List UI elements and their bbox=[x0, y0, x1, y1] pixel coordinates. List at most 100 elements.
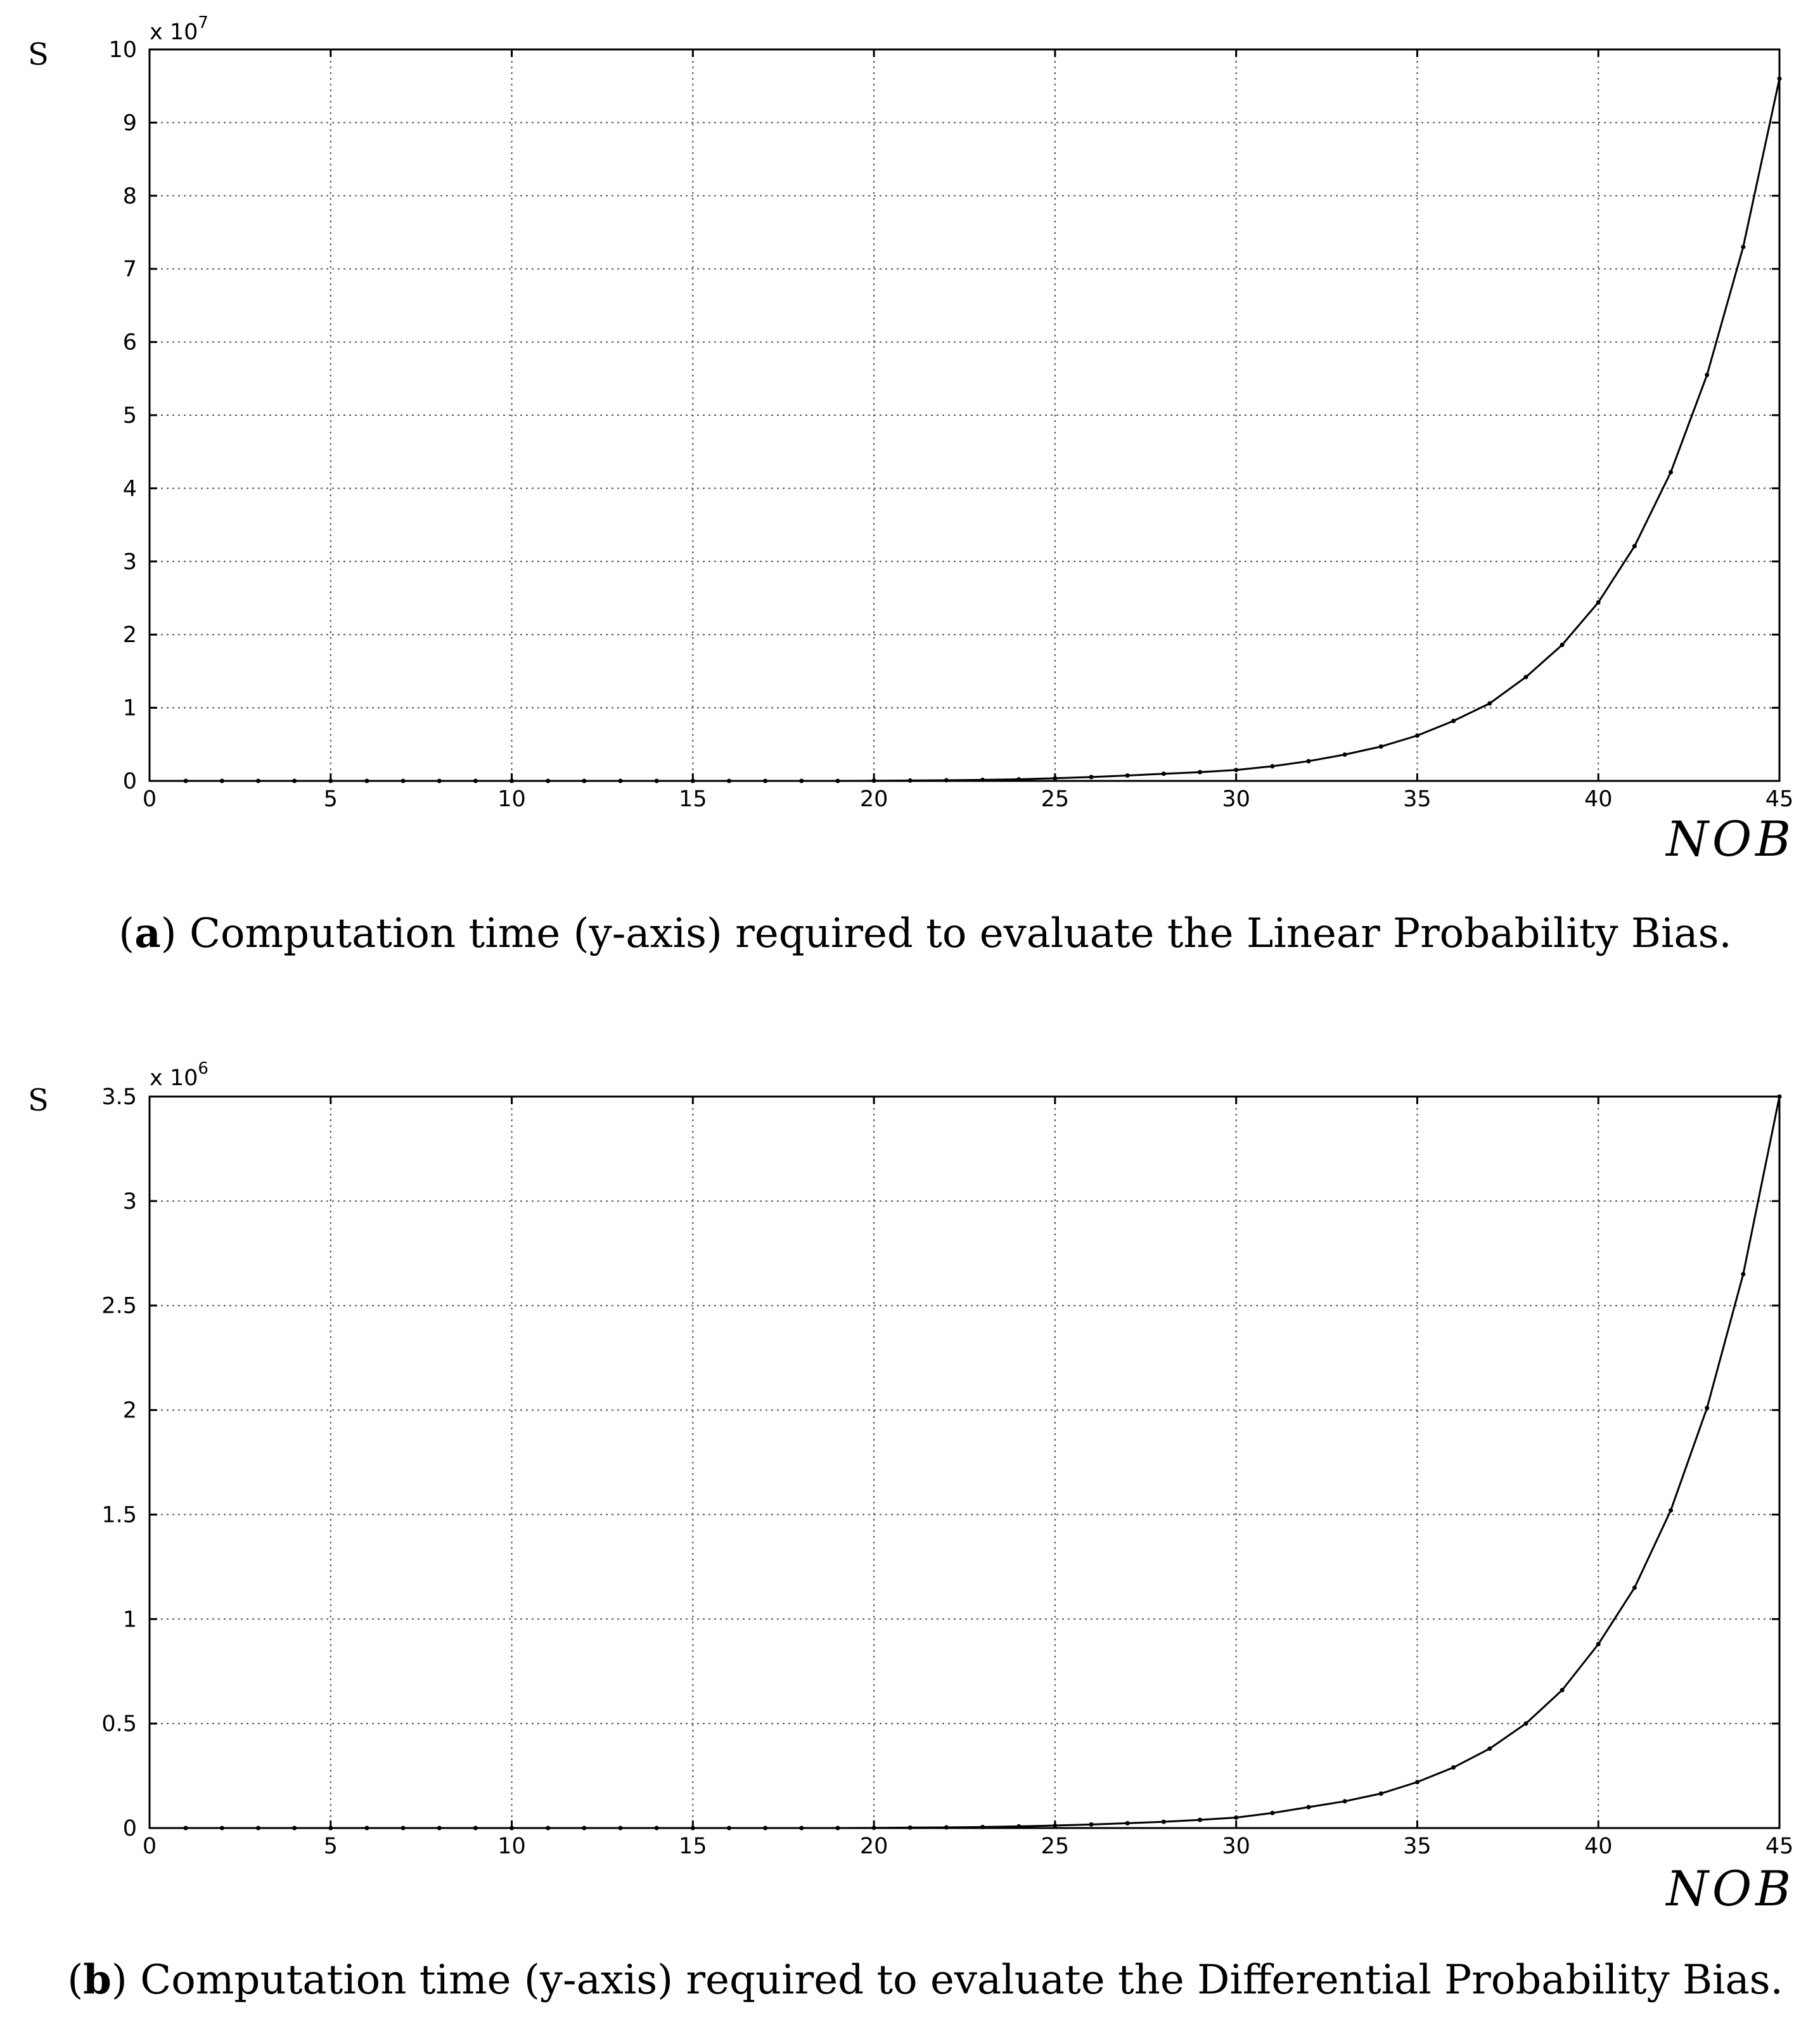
y-tick-label: 1 bbox=[123, 1607, 137, 1632]
data-point bbox=[1451, 718, 1456, 723]
data-point bbox=[1198, 1817, 1203, 1822]
data-point bbox=[1669, 470, 1674, 475]
caption: (b) Computation time (y-axis) required t… bbox=[67, 1956, 1783, 2004]
x-tick-label: 35 bbox=[1403, 1834, 1432, 1859]
data-point bbox=[1669, 1508, 1674, 1513]
y-tick-label: 3 bbox=[123, 1189, 137, 1214]
caption: (a) Computation time (y-axis) required t… bbox=[119, 910, 1732, 957]
x-tick-label: 45 bbox=[1766, 787, 1794, 812]
series-line bbox=[186, 78, 1781, 782]
y-multiplier-base: x 10 bbox=[150, 1066, 198, 1091]
data-point bbox=[1198, 770, 1203, 775]
data-point bbox=[1487, 1746, 1492, 1751]
data-point bbox=[1089, 775, 1094, 780]
data-point bbox=[1451, 1765, 1456, 1770]
x-tick-label: 20 bbox=[860, 1834, 888, 1859]
y-tick-label: 0 bbox=[123, 769, 137, 794]
x-tick-label: 15 bbox=[679, 1834, 707, 1859]
y-tick-label: 3.5 bbox=[101, 1085, 137, 1110]
y-tick-label: 7 bbox=[123, 257, 137, 282]
x-tick-label: 5 bbox=[324, 1834, 338, 1859]
data-point bbox=[1596, 1642, 1601, 1647]
data-point bbox=[1560, 1687, 1565, 1692]
x-tick-label: 5 bbox=[324, 787, 338, 812]
y-multiplier-base: x 10 bbox=[150, 20, 198, 45]
x-tick-label: 10 bbox=[497, 787, 526, 812]
data-point bbox=[1487, 701, 1492, 706]
y-tick-label: 3 bbox=[123, 550, 137, 575]
x-tick-label: 35 bbox=[1403, 787, 1432, 812]
data-point bbox=[1632, 1585, 1637, 1590]
y-tick-label: 9 bbox=[123, 110, 137, 136]
data-point bbox=[1705, 373, 1710, 378]
data-point bbox=[1523, 1721, 1528, 1726]
y-tick-label: 8 bbox=[123, 184, 137, 209]
y-multiplier-exponent: 7 bbox=[198, 13, 208, 32]
x-tick-label: 30 bbox=[1222, 1834, 1250, 1859]
y-tick-label: 2 bbox=[123, 1398, 137, 1424]
y-axis-label: S bbox=[28, 37, 49, 72]
data-point bbox=[1560, 642, 1565, 647]
data-point bbox=[1161, 771, 1166, 776]
y-tick-label: 0.5 bbox=[101, 1711, 137, 1737]
y-tick-label: 5 bbox=[123, 403, 137, 428]
x-tick-label: 30 bbox=[1222, 787, 1250, 812]
x-tick-label: 40 bbox=[1584, 1834, 1613, 1859]
x-tick-label: 45 bbox=[1766, 1834, 1794, 1859]
x-axis-label: NOB bbox=[1665, 811, 1795, 867]
data-point bbox=[1596, 600, 1601, 605]
y-tick-label: 2 bbox=[123, 622, 137, 648]
y-tick-label: 2.5 bbox=[101, 1294, 137, 1319]
x-tick-label: 20 bbox=[860, 787, 888, 812]
data-point bbox=[1161, 1819, 1166, 1824]
data-point bbox=[1705, 1405, 1710, 1410]
data-point bbox=[1053, 776, 1058, 781]
y-tick-label: 0 bbox=[123, 1816, 137, 1841]
x-tick-label: 0 bbox=[143, 787, 157, 812]
x-tick-label: 10 bbox=[497, 1834, 526, 1859]
data-point bbox=[1523, 674, 1528, 679]
data-point bbox=[1378, 744, 1383, 749]
plot-frame bbox=[148, 1095, 1781, 1829]
data-point bbox=[1270, 1810, 1275, 1815]
data-point bbox=[1378, 1791, 1383, 1796]
caption-label: a bbox=[134, 910, 160, 957]
chart-panel-b: 0 5 10 15 20 25 30 35 40 45 0 0.5 1 1.5 2 2.5 3 3.5 S x 1… bbox=[28, 1059, 1795, 2004]
data-point bbox=[1306, 759, 1311, 764]
y-multiplier-exponent: 6 bbox=[198, 1059, 208, 1078]
y-multiplier: x 107 bbox=[150, 13, 208, 45]
x-tick-label: 40 bbox=[1584, 787, 1613, 812]
y-tick-label: 10 bbox=[108, 37, 137, 63]
gridlines bbox=[148, 48, 1781, 782]
data-point bbox=[1414, 1779, 1419, 1784]
series bbox=[183, 1094, 1782, 1831]
y-tick-label: 1.5 bbox=[101, 1502, 137, 1528]
data-point bbox=[1741, 245, 1746, 250]
data-point bbox=[1306, 1805, 1311, 1810]
y-tick-label: 6 bbox=[123, 330, 137, 356]
data-point bbox=[1125, 1820, 1130, 1826]
gridlines bbox=[148, 1095, 1781, 1829]
x-axis-label: NOB bbox=[1665, 1860, 1795, 1917]
y-tick-label: 1 bbox=[123, 696, 137, 721]
data-point bbox=[1125, 773, 1130, 778]
x-tick-label: 25 bbox=[1041, 787, 1070, 812]
caption-text: Computation time (y-axis) required to ev… bbox=[140, 1957, 1783, 2004]
caption-label: b bbox=[83, 1956, 112, 2004]
series bbox=[183, 76, 1782, 783]
x-tick-label: 15 bbox=[679, 787, 707, 812]
data-point bbox=[1089, 1822, 1094, 1827]
data-point bbox=[1342, 752, 1347, 757]
data-point bbox=[1053, 1823, 1058, 1828]
data-point bbox=[1270, 764, 1275, 769]
data-point bbox=[1234, 768, 1239, 773]
data-point bbox=[1632, 544, 1637, 549]
x-tick-label: 25 bbox=[1041, 1834, 1070, 1859]
tick-labels: 0 5 10 15 20 25 30 35 40 45 0 0.5 1 1.5 2 2.5 3 3.5 bbox=[101, 1085, 1793, 1859]
y-tick-label: 4 bbox=[123, 476, 137, 501]
y-multiplier: x 106 bbox=[150, 1059, 208, 1091]
data-point bbox=[1234, 1815, 1239, 1820]
